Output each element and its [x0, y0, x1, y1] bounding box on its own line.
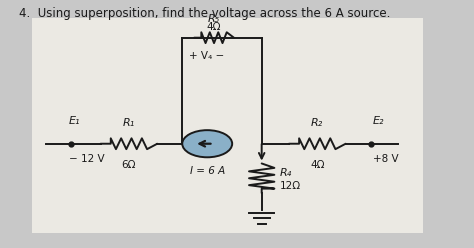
Text: 6Ω: 6Ω: [122, 160, 136, 170]
Text: I = 6 A: I = 6 A: [190, 166, 225, 176]
Text: R₁: R₁: [123, 118, 135, 128]
Text: R₄: R₄: [280, 168, 292, 178]
Text: − 12 V: − 12 V: [69, 154, 104, 164]
Text: 12Ω: 12Ω: [280, 181, 301, 191]
Text: 4Ω: 4Ω: [207, 22, 221, 31]
Text: R₅: R₅: [208, 14, 220, 24]
Text: E₁: E₁: [69, 117, 80, 126]
Text: R₂: R₂: [311, 118, 323, 128]
Text: +8 V: +8 V: [373, 154, 399, 164]
Circle shape: [182, 130, 232, 157]
Text: E₂: E₂: [373, 117, 384, 126]
Text: 4.  Using superposition, find the voltage across the 6 A source.: 4. Using superposition, find the voltage…: [19, 7, 390, 20]
Text: + V₄ −: + V₄ −: [189, 51, 224, 61]
Text: 4Ω: 4Ω: [310, 160, 325, 170]
FancyBboxPatch shape: [32, 18, 423, 233]
